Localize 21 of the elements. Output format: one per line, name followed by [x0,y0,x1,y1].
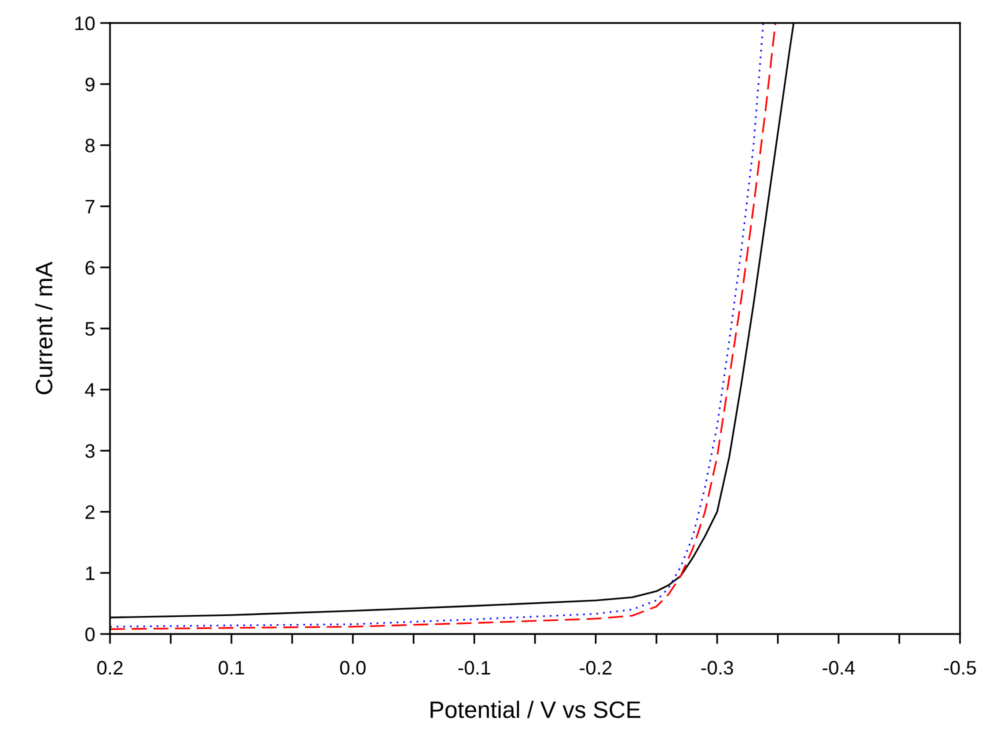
x-tick-label: -0.5 [944,660,976,675]
y-tick-label: 4 [85,383,95,397]
x-tick-label: 0.2 [97,660,123,675]
y-axis-title: Current / mA [35,262,52,394]
x-tick-label: -0.2 [580,660,612,675]
y-tick-label: 3 [85,444,95,458]
y-tick-label: 9 [86,78,94,92]
x-tick-label: -0.1 [458,660,490,675]
y-tick-label: 8 [85,138,95,152]
x-axis-title: Potential / V vs SCE [430,700,640,718]
x-tick-label: -0.4 [822,660,855,675]
y-tick-label: 2 [86,505,94,519]
y-tick-label: 10 [75,16,95,30]
x-tick-label: 0.1 [218,660,244,675]
x-tick-label: -0.3 [701,660,734,675]
y-tick-label: 0 [85,627,95,642]
y-tick-label: 6 [86,260,95,275]
y-tick-label: 1 [86,566,94,580]
y-tick-label: 7 [86,200,94,214]
x-tick-label: 0.0 [340,660,366,675]
y-tick-label: 5 [85,322,95,336]
